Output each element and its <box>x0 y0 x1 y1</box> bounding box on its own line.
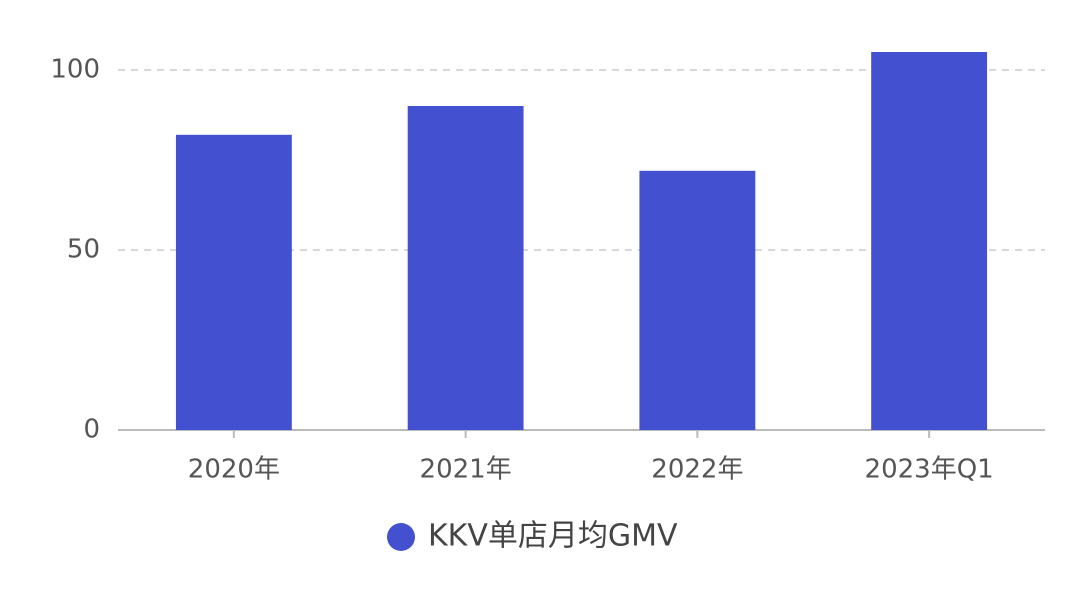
bar <box>871 52 988 430</box>
y-tick-label: 0 <box>83 415 100 445</box>
x-tick-label: 2020年 <box>188 455 280 485</box>
y-tick-label: 100 <box>50 55 100 85</box>
x-tick-label: 2022年 <box>651 455 743 485</box>
bar <box>639 170 756 431</box>
bar <box>175 134 292 431</box>
x-tick-label: 2023年Q1 <box>865 455 994 485</box>
x-tick-label: 2021年 <box>420 455 512 485</box>
bar <box>407 106 524 430</box>
legend-marker <box>387 523 415 551</box>
legend-text: KKV单店月均GMV <box>428 519 678 554</box>
y-tick-label: 50 <box>67 235 100 265</box>
